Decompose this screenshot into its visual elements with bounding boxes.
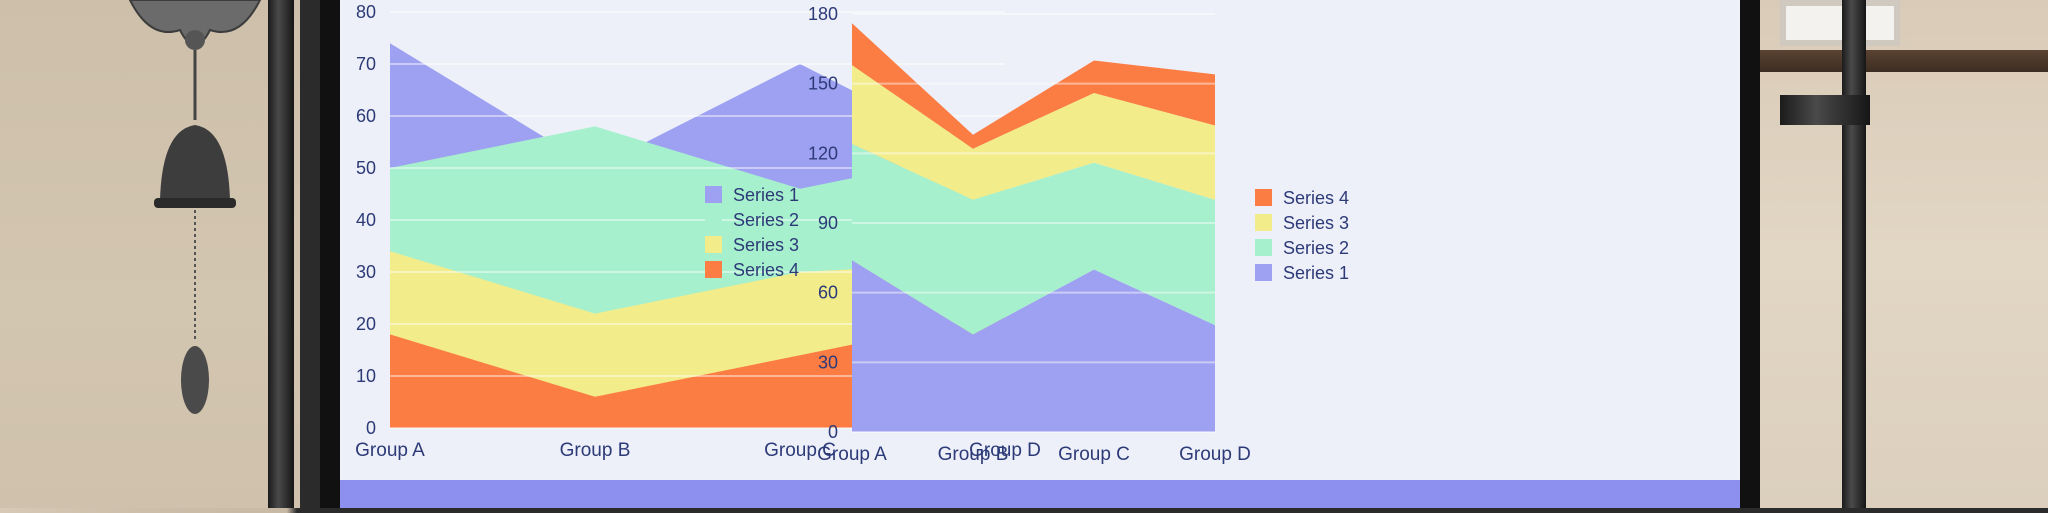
x-tick-label: Group A bbox=[817, 444, 887, 465]
legend-label: Series 1 bbox=[1283, 263, 1349, 283]
y-tick-label: 50 bbox=[356, 158, 376, 178]
legend-swatch bbox=[705, 236, 722, 253]
legend-swatch bbox=[1255, 189, 1272, 206]
x-tick-label: Group D bbox=[969, 440, 1041, 461]
legend-swatch bbox=[1255, 239, 1272, 256]
legend-swatch bbox=[705, 186, 722, 203]
y-tick-label: 30 bbox=[356, 262, 376, 282]
legend-label: Series 2 bbox=[733, 210, 799, 230]
legend-swatch bbox=[705, 211, 722, 228]
wooden-shelf bbox=[1760, 50, 2048, 72]
left-pipe bbox=[268, 0, 294, 508]
area-2-series-1 bbox=[852, 260, 1215, 432]
x-tick-label: Group B bbox=[938, 444, 1009, 465]
area-2-series-2 bbox=[852, 144, 1215, 335]
x-tick-label: Group D bbox=[1179, 444, 1251, 465]
screen-bottom-band bbox=[340, 480, 1740, 508]
legend-label: Series 4 bbox=[1283, 188, 1349, 208]
y-tick-label: 150 bbox=[808, 74, 838, 94]
right-pipe-2 bbox=[1780, 95, 1870, 125]
y-tick-label: 40 bbox=[356, 210, 376, 230]
area-2-series-4 bbox=[852, 23, 1215, 149]
legend-label: Series 2 bbox=[1283, 238, 1349, 258]
y-tick-label: 180 bbox=[808, 4, 838, 24]
x-tick-label: Group C bbox=[764, 440, 836, 461]
wall-right bbox=[1760, 0, 2048, 508]
right-pipe-1 bbox=[1842, 0, 1866, 508]
y-tick-label: 20 bbox=[356, 314, 376, 334]
legend-label: Series 3 bbox=[733, 235, 799, 255]
tv-screen: 0 10 20 30 40 50 60 70 80 Group A Group B Group C Gr… bbox=[340, 0, 1740, 508]
y-tick-label: 120 bbox=[808, 143, 838, 163]
picture-frame bbox=[1780, 0, 1900, 46]
x-tick-label: Group A bbox=[355, 440, 425, 461]
y-tick-label: 0 bbox=[828, 422, 838, 442]
x-tick-label: Group B bbox=[560, 440, 631, 461]
legend-label: Series 3 bbox=[1283, 213, 1349, 233]
y-tick-label: 80 bbox=[356, 2, 376, 22]
hanging-bell-decoration bbox=[128, 0, 262, 414]
y-tick-label: 60 bbox=[356, 106, 376, 126]
y-tick-label: 10 bbox=[356, 366, 376, 386]
legend-swatch bbox=[705, 261, 722, 278]
legend-swatch bbox=[1255, 214, 1272, 231]
area-1-series-4 bbox=[390, 313, 1005, 428]
wall-left bbox=[0, 0, 300, 508]
y-tick-label: 90 bbox=[818, 213, 838, 233]
legend-label: Series 4 bbox=[733, 260, 799, 280]
y-tick-label: 0 bbox=[366, 418, 376, 438]
area-2-series-3 bbox=[852, 65, 1215, 200]
legend-swatch bbox=[1255, 264, 1272, 281]
y-tick-label: 30 bbox=[818, 352, 838, 372]
y-tick-label: 60 bbox=[818, 283, 838, 303]
legend-label: Series 1 bbox=[733, 185, 799, 205]
x-tick-label: Group C bbox=[1058, 444, 1130, 465]
y-tick-label: 70 bbox=[356, 54, 376, 74]
